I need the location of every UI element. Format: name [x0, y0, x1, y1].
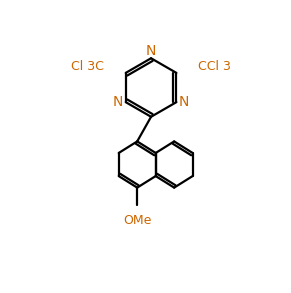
Text: OMe: OMe [123, 214, 151, 227]
Text: CCl 3: CCl 3 [198, 60, 231, 73]
Text: Cl 3C: Cl 3C [71, 60, 104, 73]
Text: N: N [179, 95, 189, 109]
Text: N: N [113, 95, 123, 109]
Text: N: N [146, 44, 156, 57]
